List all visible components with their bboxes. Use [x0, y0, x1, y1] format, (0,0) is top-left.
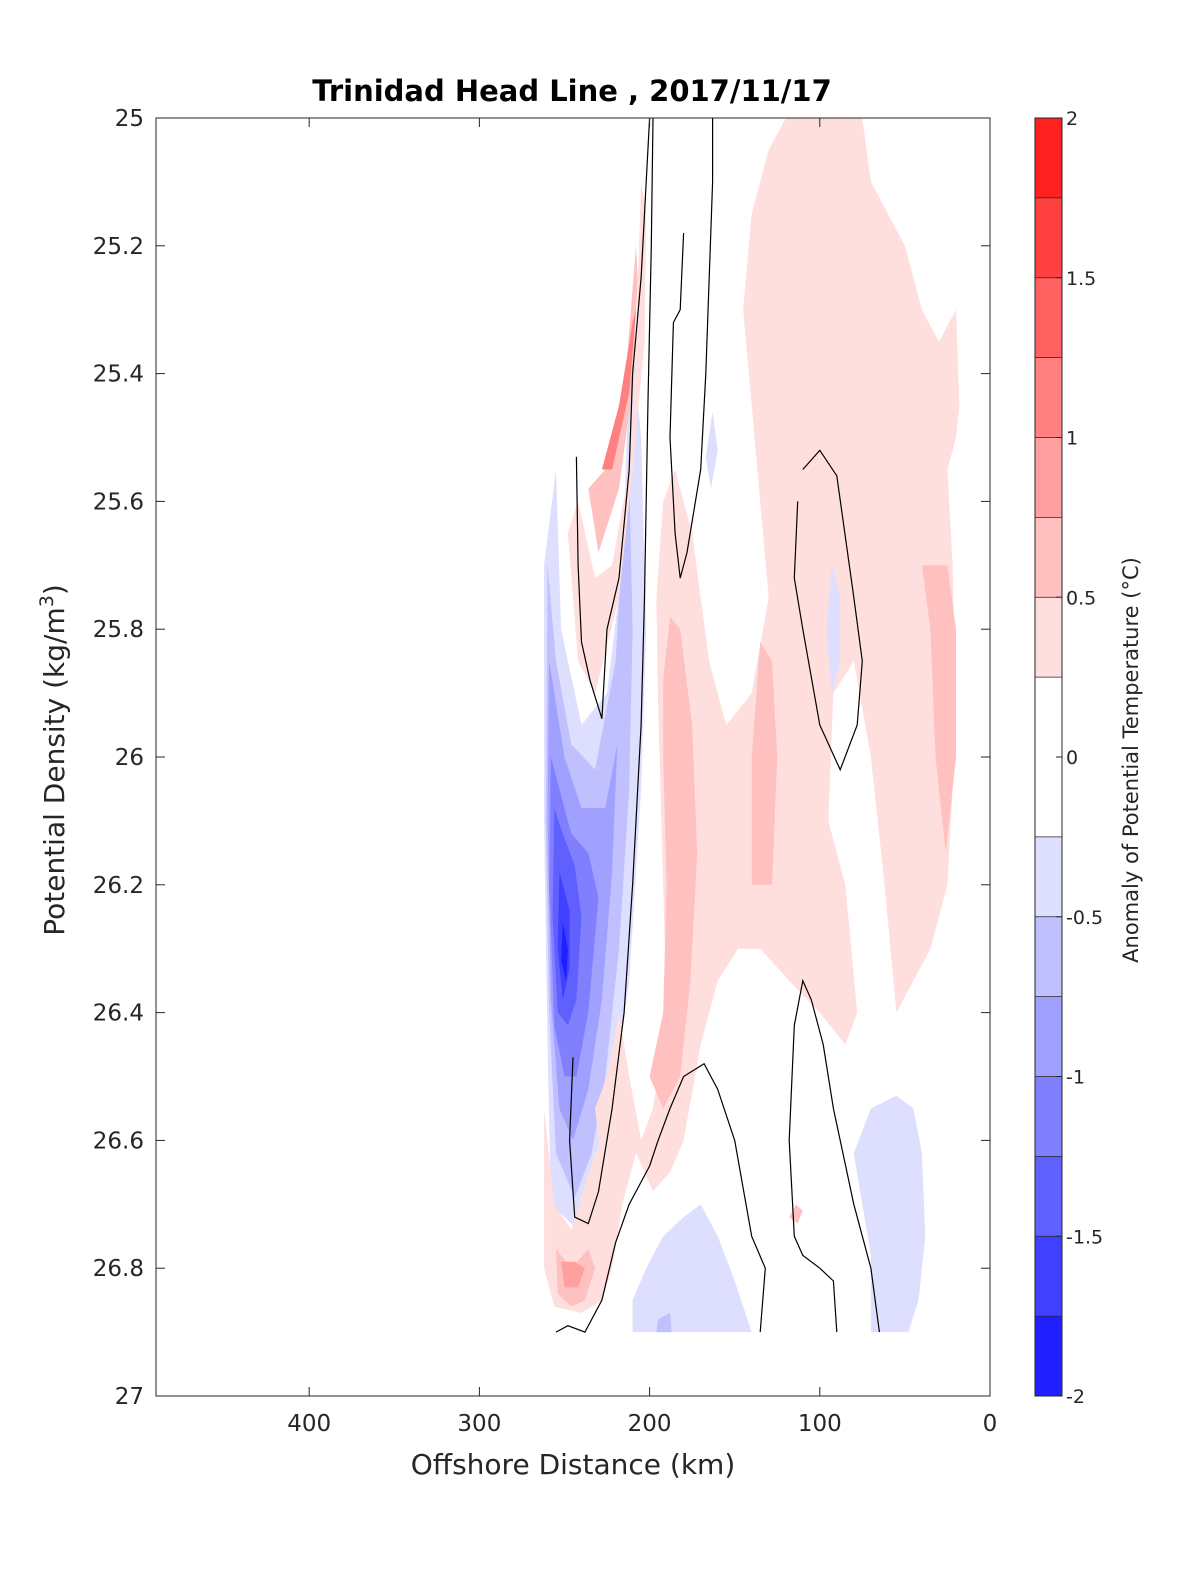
- contour-region-9: [561, 1261, 585, 1288]
- colorbar-tick-label: -2: [1066, 1386, 1085, 1408]
- colorbar-swatch: [1035, 118, 1062, 198]
- y-tick-label: 25: [115, 106, 144, 132]
- contour-lines: [555, 118, 880, 1333]
- contour-region-6: [561, 923, 568, 981]
- colorbar-swatch: [1035, 916, 1062, 997]
- colorbar-swatch: [1035, 437, 1062, 518]
- x-axis-title: Offshore Distance (km): [411, 1448, 736, 1481]
- colorbar: 2 1.5 1 0.5 0 -0.5 -1 -1.5 -2: [1034, 108, 1103, 1408]
- zero-contour-line-0: [575, 118, 651, 719]
- y-tick-label: 27: [115, 1384, 144, 1410]
- contour-region-12: [601, 309, 636, 470]
- colorbar-swatch: [1035, 1316, 1062, 1396]
- zero-contour-line-4: [793, 449, 863, 772]
- colorbar-title: Anomaly of Potential Temperature (°C): [1119, 557, 1143, 963]
- colorbar-swatch: [1035, 357, 1062, 438]
- colorbar-tick-label: 1.5: [1066, 268, 1096, 290]
- x-tick-label: 0: [983, 1411, 998, 1437]
- colorbar-swatch: [1035, 996, 1062, 1077]
- y-tick-label: 26.8: [93, 1256, 144, 1282]
- y-tick-label: 25.2: [93, 234, 144, 260]
- colorbar-swatch: [1035, 1156, 1062, 1237]
- y-tick-label: 25.8: [93, 617, 144, 643]
- colorbar-swatch: [1035, 1076, 1062, 1157]
- x-tick-label: 400: [287, 1411, 331, 1437]
- zero-contour-line-1: [568, 118, 654, 1225]
- y-tick-label: 26.6: [93, 1128, 144, 1154]
- x-axis: 400 300 200 100 0: [287, 118, 997, 1437]
- colorbar-swatch: [1035, 197, 1062, 278]
- colorbar-tick-label: -1: [1066, 1067, 1085, 1089]
- contour-region-14: [649, 616, 698, 1109]
- contour-region-17: [789, 1204, 803, 1224]
- zero-contour-line-5: [788, 978, 880, 1333]
- colorbar-swatch: [1035, 597, 1062, 678]
- contour-fills: [544, 118, 960, 1333]
- colorbar-tick-label: 2: [1066, 108, 1078, 130]
- chart-title: Trinidad Head Line , 2017/11/17: [312, 74, 832, 108]
- colorbar-swatch: [1035, 277, 1062, 358]
- contour-region-18: [632, 1204, 752, 1333]
- y-axis-title: Potential Density (kg/m3): [36, 584, 71, 936]
- colorbar-swatch: [1035, 517, 1062, 598]
- contour-region-11: [588, 245, 638, 553]
- y-tick-label: 26.4: [93, 1001, 144, 1027]
- contour-region-22: [656, 1312, 672, 1333]
- y-axis: 25 25.2 25.4 25.6 25.8 26 26.2 26.4 26.6 26.8 27: [93, 106, 990, 1410]
- y-tick-label: 25.4: [93, 362, 144, 388]
- x-tick-label: 300: [457, 1411, 501, 1437]
- colorbar-swatch: [1035, 1236, 1062, 1317]
- y-tick-label: 26.2: [93, 873, 144, 899]
- zero-contour-line-3: [555, 1062, 766, 1333]
- colorbar-tick-label: 0.5: [1066, 587, 1096, 609]
- contour-region-15: [751, 642, 778, 885]
- colorbar-tick-label: 1: [1066, 428, 1078, 450]
- colorbar-tick-label: -1.5: [1066, 1226, 1103, 1248]
- zero-contour-line-2: [669, 118, 714, 579]
- contour-region-10: [567, 181, 647, 694]
- x-tick-label: 200: [628, 1411, 672, 1437]
- x-tick-label: 100: [798, 1411, 842, 1437]
- contour-region-20: [705, 411, 718, 489]
- colorbar-swatch: [1035, 836, 1062, 917]
- contour-region-21: [826, 565, 841, 694]
- y-tick-label: 25.6: [93, 489, 144, 515]
- y-tick-label: 26: [115, 745, 144, 771]
- contour-region-16: [921, 565, 956, 853]
- y-axis-title-superscript: 3: [36, 595, 58, 607]
- colorbar-tick-label: 0: [1066, 747, 1078, 769]
- colorbar-tick-label: -0.5: [1066, 907, 1103, 929]
